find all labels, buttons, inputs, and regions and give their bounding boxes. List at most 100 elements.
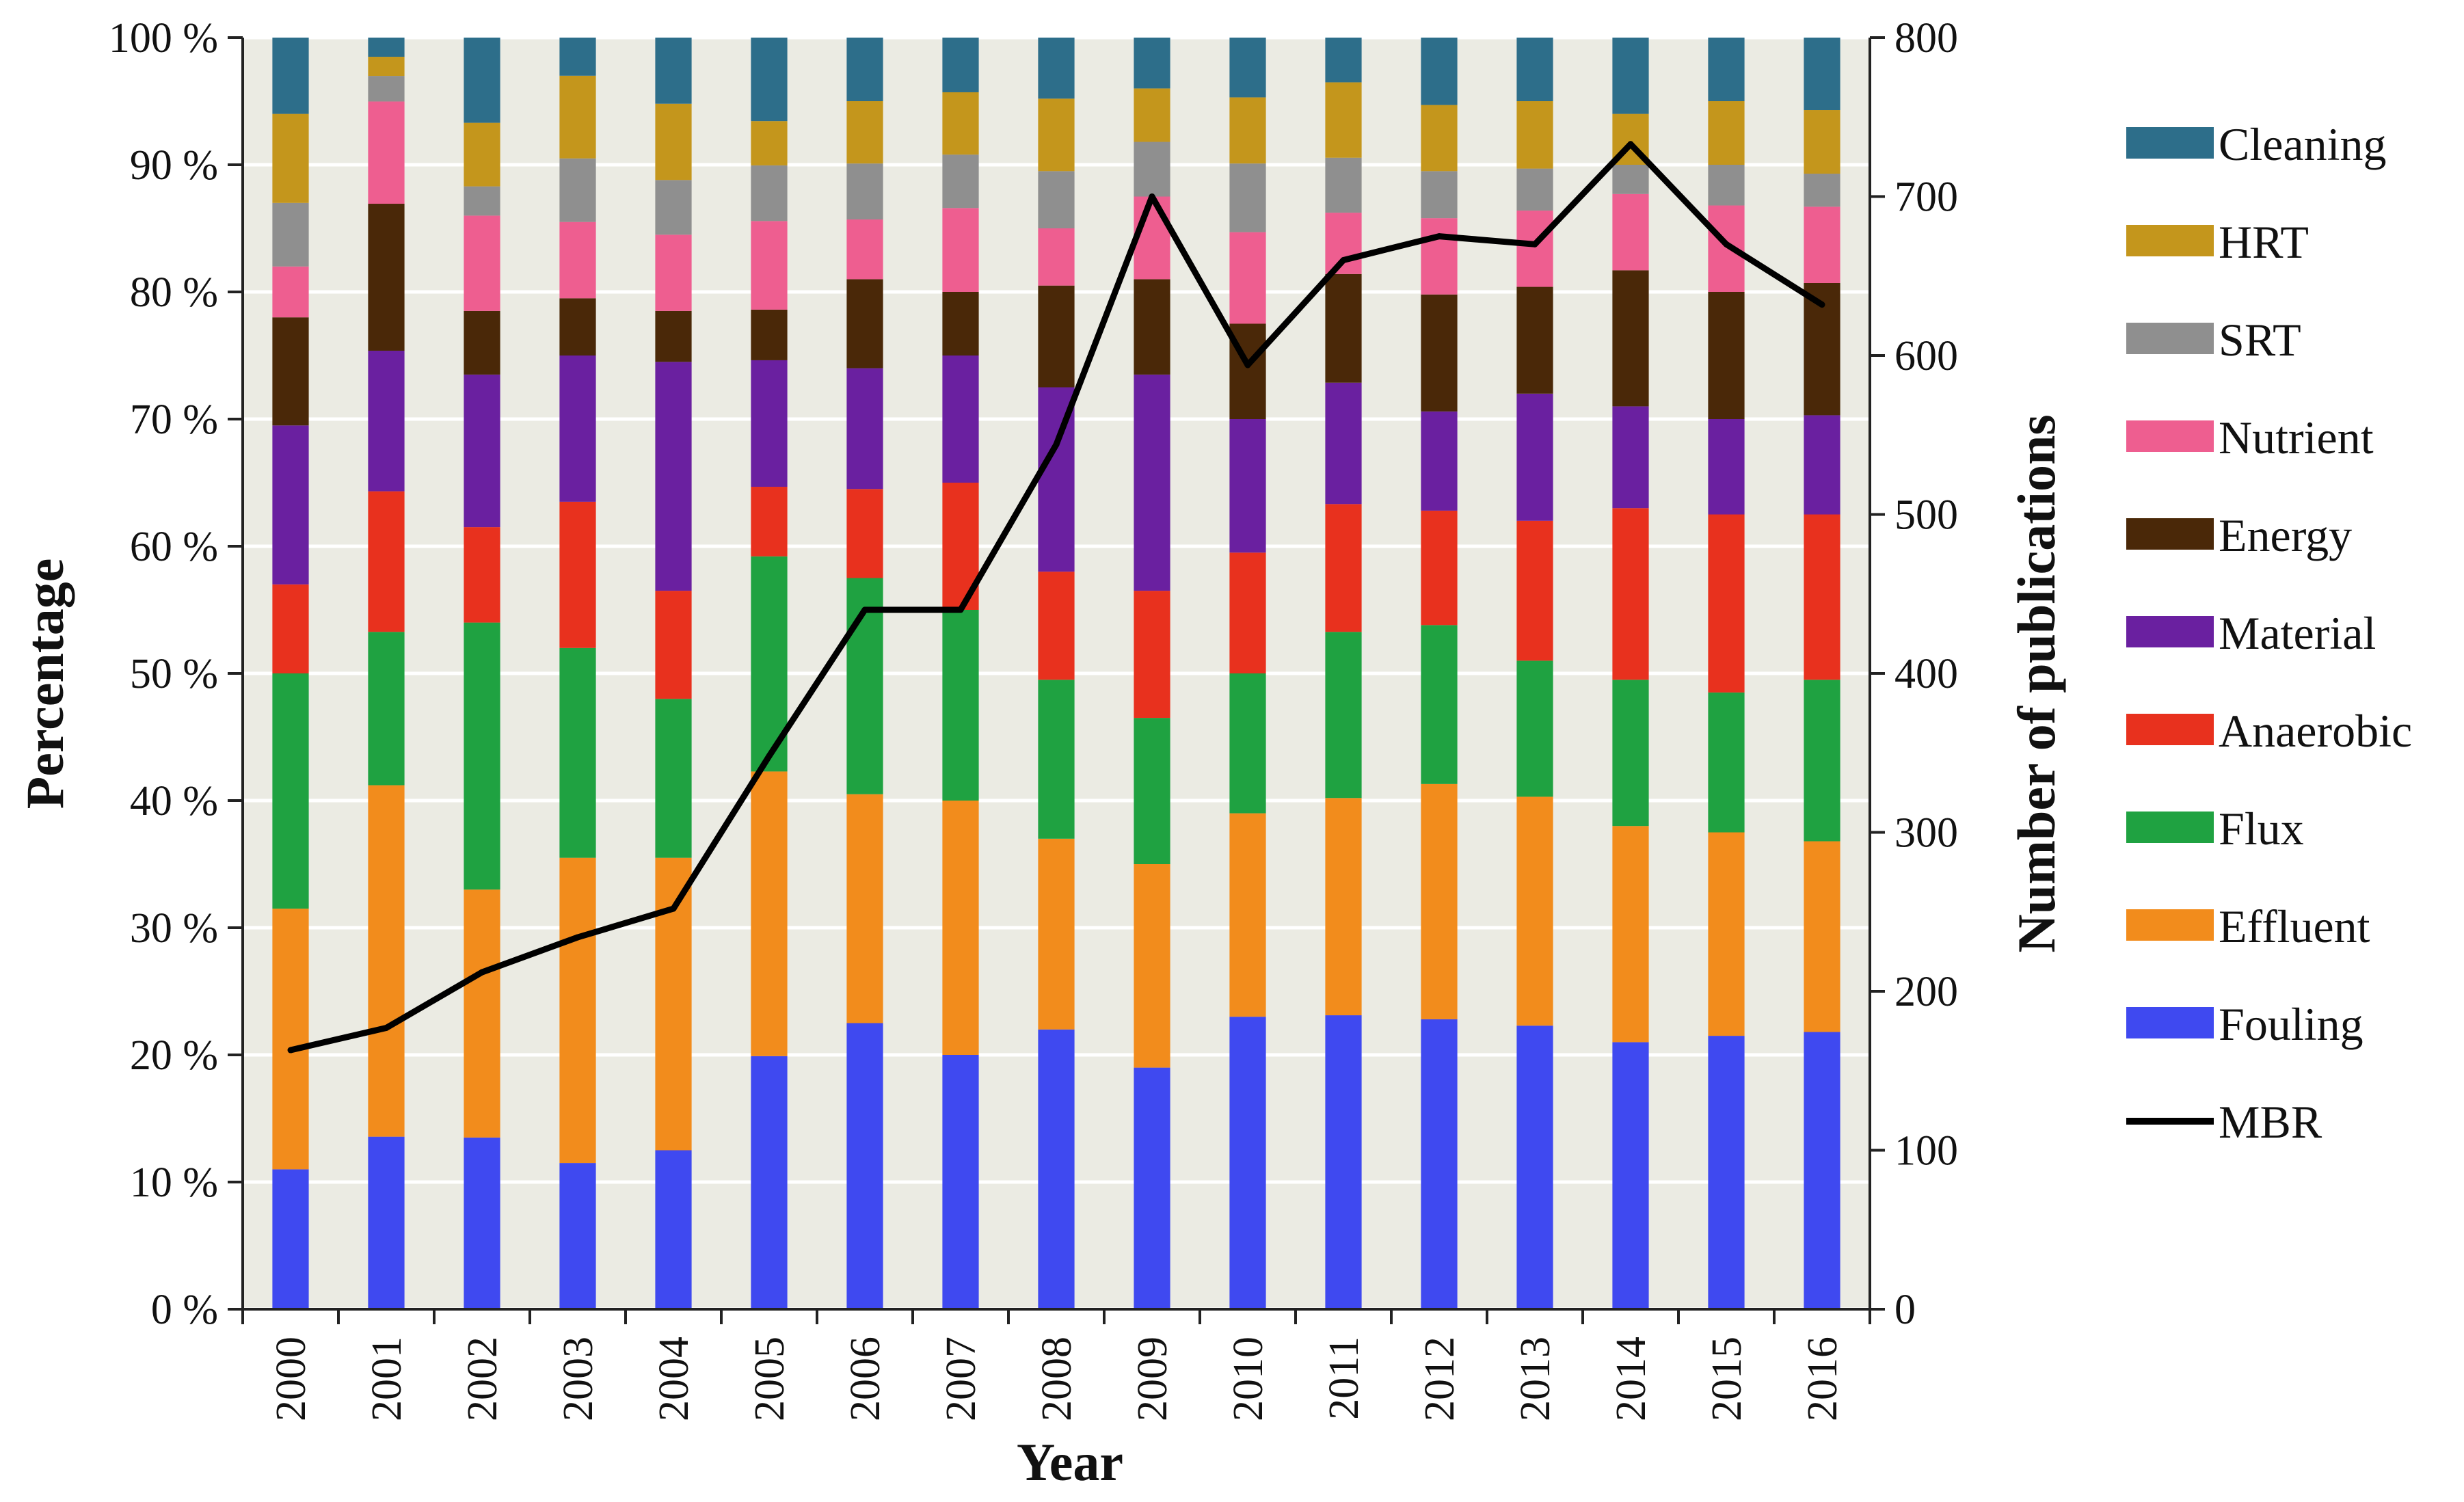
bar-segment-cleaning-2011 — [1325, 38, 1362, 83]
bar-segment-srt-2004 — [655, 180, 692, 235]
bar-segment-srt-2000 — [272, 202, 309, 267]
mbr-point-2002 — [479, 969, 485, 976]
y-tick-label: 0 % — [151, 1287, 218, 1333]
bar-segment-anaerobic-2012 — [1421, 510, 1458, 626]
y-tick-label: 100 % — [109, 15, 218, 62]
bar-segment-anaerobic-2002 — [464, 527, 500, 623]
bar-segment-nutrient-2012 — [1421, 218, 1458, 295]
x-tick-label: 2006 — [842, 1337, 889, 1421]
bar-segment-anaerobic-2016 — [1804, 514, 1840, 680]
stacked-bars — [272, 38, 1840, 1309]
legend-label-anaerobic: Anaerobic — [2219, 705, 2412, 757]
bar-segment-effluent-2007 — [942, 801, 979, 1055]
mbr-point-2005 — [766, 753, 773, 760]
bar-segment-cleaning-2001 — [368, 38, 405, 57]
x-tick-label: 2007 — [938, 1337, 985, 1421]
mbr-point-2014 — [1627, 141, 1634, 148]
x-tick-label: 2002 — [459, 1337, 506, 1421]
y-tick-label: 60 % — [130, 524, 218, 570]
bar-segment-nutrient-2013 — [1516, 210, 1553, 287]
y2-tick-label: 400 — [1894, 651, 1958, 697]
y2-tick-label: 300 — [1894, 810, 1958, 857]
legend-label-nutrient: Nutrient — [2219, 412, 2374, 464]
bar-segment-cleaning-2000 — [272, 38, 309, 114]
bar-segment-fouling-2012 — [1421, 1019, 1458, 1309]
bar-segment-material-2014 — [1612, 406, 1649, 509]
bar-segment-hrt-2015 — [1708, 101, 1745, 165]
bar-segment-srt-2003 — [559, 158, 596, 222]
x-tick-label: 2015 — [1704, 1337, 1750, 1421]
bar-segment-flux-2016 — [1804, 680, 1840, 842]
bar-segment-effluent-2005 — [751, 771, 788, 1056]
bar-segment-flux-2009 — [1134, 718, 1170, 864]
bar-segment-fouling-2016 — [1804, 1032, 1840, 1309]
bar-segment-hrt-2008 — [1038, 98, 1075, 172]
mbr-point-2015 — [1723, 241, 1730, 247]
x-tick-label: 2012 — [1417, 1337, 1463, 1421]
y2-tick-label: 100 — [1894, 1128, 1958, 1175]
legend-swatch-material — [2126, 616, 2214, 647]
y-tick-label: 90 % — [130, 142, 218, 189]
legend-label-material: Material — [2219, 607, 2376, 659]
bar-segment-material-2004 — [655, 362, 692, 591]
bar-segment-nutrient-2016 — [1804, 206, 1840, 283]
bar-segment-fouling-2005 — [751, 1056, 788, 1309]
legend-swatch-energy — [2126, 518, 2214, 550]
bar-segment-cleaning-2005 — [751, 38, 788, 122]
legend-swatch-srt — [2126, 323, 2214, 354]
bar-segment-material-2011 — [1325, 382, 1362, 505]
bar-segment-energy-2003 — [559, 298, 596, 356]
bar-segment-energy-2014 — [1612, 270, 1649, 407]
bar-segment-cleaning-2006 — [846, 38, 883, 101]
bar-segment-nutrient-2004 — [655, 234, 692, 311]
bar-segment-fouling-2009 — [1134, 1067, 1170, 1309]
bar-segment-cleaning-2009 — [1134, 38, 1170, 89]
bar-segment-srt-2016 — [1804, 174, 1840, 207]
bar-segment-srt-2009 — [1134, 142, 1170, 197]
bar-segment-material-2016 — [1804, 415, 1840, 515]
x-tick-label: 2003 — [555, 1337, 602, 1421]
bar-segment-material-2007 — [942, 356, 979, 483]
bar-segment-energy-2008 — [1038, 285, 1075, 388]
bar-segment-effluent-2012 — [1421, 783, 1458, 1019]
right-axis-ticks: 0 100 200 300 400 500 600 700 800 — [1870, 15, 1958, 1333]
bar-segment-hrt-2002 — [464, 122, 500, 187]
bar-segment-cleaning-2008 — [1038, 38, 1075, 99]
bar-segment-effluent-2001 — [368, 785, 405, 1137]
mbr-point-2010 — [1244, 362, 1251, 368]
bar-segment-nutrient-2002 — [464, 215, 500, 311]
bar-segment-energy-2005 — [751, 309, 788, 360]
bar-segment-flux-2000 — [272, 673, 309, 909]
bar-segment-nutrient-2014 — [1612, 193, 1649, 271]
x-tick-label: 2008 — [1034, 1337, 1080, 1421]
bar-segment-nutrient-2011 — [1325, 213, 1362, 274]
bar-segment-fouling-2015 — [1708, 1036, 1745, 1309]
legend-label-energy: Energy — [2219, 509, 2352, 561]
bar-segment-cleaning-2007 — [942, 38, 979, 92]
mbr-point-2012 — [1436, 233, 1443, 240]
y2-tick-label: 0 — [1894, 1287, 1916, 1333]
bar-segment-anaerobic-2003 — [559, 501, 596, 648]
legend-swatch-hrt — [2126, 225, 2214, 256]
y-tick-label: 40 % — [130, 778, 218, 824]
legend-label-fouling: Fouling — [2219, 998, 2363, 1050]
x-tick-label: 2000 — [268, 1337, 314, 1421]
bar-segment-fouling-2014 — [1612, 1042, 1649, 1309]
legend-swatch-nutrient — [2126, 420, 2214, 452]
bar-segment-nutrient-2009 — [1134, 196, 1170, 280]
bar-segment-material-2000 — [272, 425, 309, 585]
x-tick-label: 2004 — [651, 1337, 697, 1421]
bar-segment-energy-2000 — [272, 317, 309, 426]
bar-segment-hrt-2007 — [942, 92, 979, 155]
legend-label-srt: SRT — [2219, 314, 2301, 366]
bar-segment-energy-2009 — [1134, 279, 1170, 375]
bar-segment-hrt-2001 — [368, 57, 405, 77]
bar-segment-srt-2008 — [1038, 171, 1075, 228]
bar-segment-srt-2010 — [1229, 163, 1266, 232]
bar-segment-material-2005 — [751, 360, 788, 487]
bar-segment-anaerobic-2000 — [272, 584, 309, 673]
bar-segment-hrt-2010 — [1229, 97, 1266, 164]
bar-segment-anaerobic-2008 — [1038, 572, 1075, 680]
bar-segment-srt-2002 — [464, 186, 500, 216]
bar-segment-hrt-2004 — [655, 103, 692, 180]
